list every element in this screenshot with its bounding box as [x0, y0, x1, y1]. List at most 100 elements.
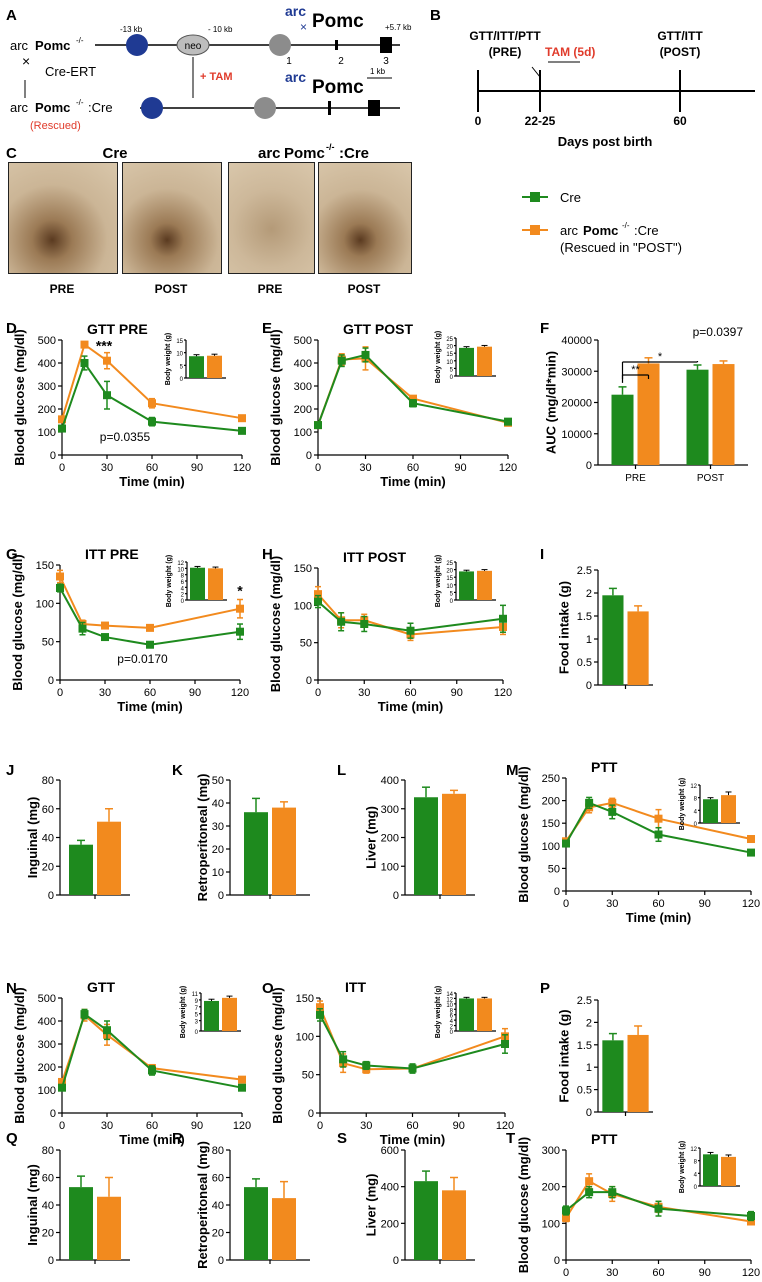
x-axis-label: Time (min) — [380, 1132, 446, 1147]
chart-P: P 0 0.5 1 1.5 2 2.5 Food intake (g) — [540, 980, 653, 1119]
data-point — [80, 1010, 89, 1019]
x-tick-label: 0 — [57, 687, 63, 699]
y-axis-label: AUC (mg/dl*min) — [544, 351, 559, 454]
x-axis-label: Time (min) — [378, 699, 444, 714]
y-tick-label: 0.5 — [577, 1085, 592, 1097]
gene-arc: arc — [285, 69, 306, 85]
inset-bar — [721, 795, 736, 823]
timeline-value: 22-25 — [525, 114, 556, 128]
arrow-line — [531, 66, 541, 78]
data-point — [146, 623, 154, 632]
inset-tick-label: 6 — [181, 580, 185, 586]
inset-bar — [721, 1156, 736, 1186]
bar-cre — [414, 797, 438, 895]
y-tick-label: 200 — [542, 1182, 560, 1194]
y-tick-label: 0 — [50, 1108, 56, 1120]
y-tick-label: 300 — [294, 381, 312, 393]
annotation: p=0.0170 — [117, 652, 168, 666]
y-tick-label: 150 — [36, 560, 54, 572]
y-tick-label: 1.5 — [577, 1040, 592, 1052]
bar-cre — [686, 369, 709, 465]
inset-tick-label: 25 — [446, 337, 453, 343]
x-tick-label: 60 — [146, 1120, 158, 1132]
x-tick-label: 30 — [606, 898, 618, 910]
bar-arc — [627, 611, 649, 685]
y-tick-label: 100 — [296, 1031, 314, 1043]
x-tick-label: 90 — [189, 687, 201, 699]
y-tick-label: 500 — [294, 335, 312, 347]
x-tick-label: 90 — [191, 1120, 203, 1132]
panel-label: E — [262, 320, 272, 337]
inset-bar — [459, 571, 474, 600]
y-tick-label: 0 — [586, 680, 592, 692]
timeline-value: 0 — [475, 114, 482, 128]
x-tick-label: 90 — [699, 1267, 711, 1279]
y-tick-label: 0 — [554, 1255, 560, 1267]
panel-label: F — [540, 320, 549, 337]
y-axis-label: Liver (mg) — [364, 806, 379, 869]
x-tick-label: 60 — [407, 462, 419, 474]
y-tick-label: 200 — [381, 833, 399, 845]
y-tick-label: 50 — [302, 1070, 314, 1082]
y-tick-label: 50 — [42, 637, 54, 649]
y-tick-label: 200 — [542, 796, 560, 808]
annotation: *** — [96, 337, 113, 353]
data-point — [608, 807, 617, 816]
chart-I: I 0 0.5 1 1.5 2 2.5 Food intake (g) — [540, 546, 653, 692]
y-tick-label: 0 — [50, 450, 56, 462]
bar-arc — [637, 363, 660, 465]
inset-tick-label: 5 — [450, 367, 454, 373]
allele-label: arc — [10, 38, 29, 53]
y-tick-label: 0 — [218, 890, 224, 902]
data-point — [103, 1026, 111, 1035]
exon-2 — [335, 40, 338, 50]
inset-tick-label: 0 — [450, 599, 454, 605]
deletion-mark: × — [300, 20, 307, 34]
chart-M: M PTT 0 50 100 150 200 250 Blood glucose (mg/dl)… — [506, 759, 760, 925]
gene-name: Pomc — [312, 11, 364, 32]
timeline-label: GTT/ITT/PTT — [469, 29, 541, 43]
x-tick-label: 120 — [233, 1120, 251, 1132]
data-point — [608, 798, 617, 807]
y-tick-label: 400 — [38, 1016, 56, 1028]
y-axis-label: Blood glucose (mg/dl) — [268, 329, 283, 466]
allele-label: -/- — [76, 36, 84, 45]
data-point — [360, 620, 369, 628]
inset-tick-label: 20 — [446, 345, 453, 351]
bar-cre — [611, 394, 634, 465]
inset-y-label: Body weight (g) — [679, 1141, 686, 1194]
chart-title: PTT — [591, 759, 618, 775]
data-point — [238, 414, 246, 423]
bar-cre — [244, 1187, 268, 1260]
bar-cre — [244, 812, 268, 895]
legend-label: Pomc — [583, 223, 618, 238]
data-point — [562, 839, 570, 848]
chart-L: L 0 100 200 300 400 Liver (mg) — [337, 762, 475, 902]
legend-label: :Cre — [634, 223, 659, 238]
inset-tick-label: 8 — [450, 1008, 454, 1014]
inset-tick-label: 0 — [450, 1030, 454, 1036]
panel-label: T — [506, 1130, 515, 1147]
inset-tick-label: 0 — [694, 822, 698, 828]
panel-label: K — [172, 762, 183, 779]
inset-bar — [207, 355, 222, 378]
data-point — [314, 597, 322, 606]
inset-y-label: Body weight (g) — [166, 555, 173, 608]
x-tick-label: 60 — [404, 687, 416, 699]
allele-label: arc — [10, 100, 29, 115]
image-label: POST — [348, 282, 381, 296]
legend-label: (Rescued in "POST") — [560, 240, 682, 255]
y-axis-label: Retroperitoneal (mg) — [195, 774, 210, 902]
data-point — [80, 340, 89, 349]
panel-label: L — [337, 762, 346, 779]
annotation: p=0.0355 — [100, 430, 151, 444]
y-tick-label: 2.5 — [577, 995, 592, 1007]
y-tick-label: 80 — [42, 1145, 54, 1157]
inset-tick-label: 4 — [181, 586, 185, 592]
panel-label: D — [6, 320, 17, 337]
inset-tick-label: 5 — [180, 364, 184, 370]
y-tick-label: 40 — [42, 1200, 54, 1212]
